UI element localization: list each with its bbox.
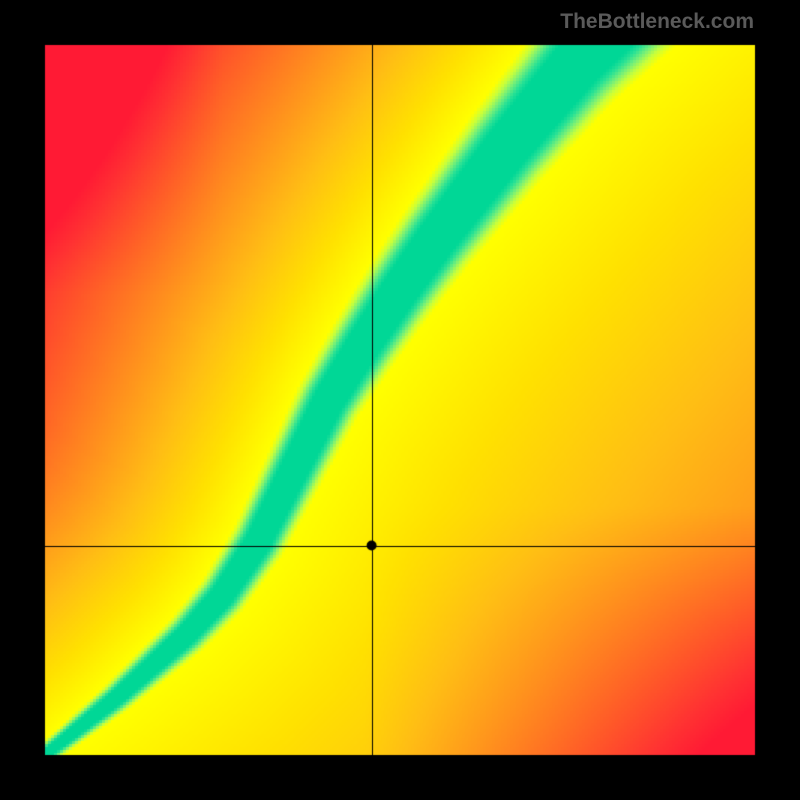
watermark-text: TheBottleneck.com (560, 10, 754, 34)
chart-container: TheBottleneck.com (0, 0, 800, 800)
heatmap-canvas (0, 0, 800, 800)
